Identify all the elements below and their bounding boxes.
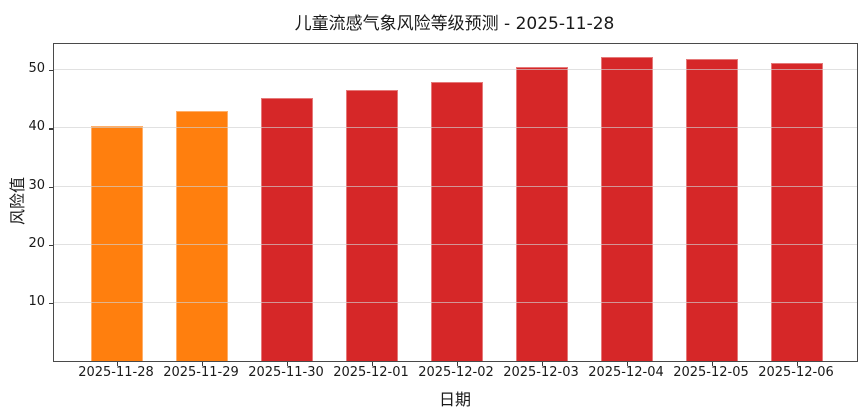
gridline bbox=[54, 69, 857, 71]
x-tick-mark bbox=[627, 362, 629, 366]
x-tick-mark bbox=[202, 362, 204, 366]
x-tick-label: 2025-12-02 bbox=[418, 365, 494, 380]
bar bbox=[176, 110, 228, 361]
y-tick-mark bbox=[49, 70, 53, 72]
y-tick-label: 50 bbox=[28, 61, 45, 77]
x-tick-label: 2025-11-30 bbox=[248, 365, 324, 380]
bar bbox=[261, 98, 313, 361]
gridline bbox=[54, 301, 857, 303]
x-tick-label: 2025-12-05 bbox=[673, 365, 749, 380]
gridline bbox=[54, 185, 857, 187]
x-axis-label: 日期 bbox=[438, 390, 472, 409]
chart-title: 儿童流感气象风险等级预测 - 2025-11-28 bbox=[294, 14, 615, 34]
x-tick-label: 2025-12-04 bbox=[588, 365, 664, 380]
y-tick-mark bbox=[49, 128, 53, 130]
bar bbox=[601, 57, 653, 361]
x-tick-mark bbox=[287, 362, 289, 366]
x-tick-mark bbox=[117, 362, 119, 366]
x-tick-label: 2025-12-06 bbox=[758, 365, 834, 380]
y-tick-label: 20 bbox=[28, 235, 45, 251]
gridline bbox=[54, 243, 857, 245]
bar bbox=[771, 62, 823, 361]
x-tick-mark bbox=[372, 362, 374, 366]
x-tick-mark bbox=[457, 362, 459, 366]
bar bbox=[91, 126, 143, 361]
x-tick-label: 2025-12-03 bbox=[503, 365, 579, 380]
x-tick-mark bbox=[712, 362, 714, 366]
bar bbox=[431, 81, 483, 361]
x-tick-label: 2025-11-28 bbox=[78, 365, 154, 380]
y-tick-mark bbox=[49, 302, 53, 305]
bar bbox=[686, 59, 738, 361]
y-tick-mark bbox=[49, 186, 53, 188]
y-tick-mark bbox=[49, 244, 53, 246]
x-tick-label: 2025-12-01 bbox=[333, 365, 409, 380]
x-tick-label: 2025-11-29 bbox=[163, 365, 239, 380]
plot-area bbox=[49, 43, 858, 366]
gridline bbox=[54, 127, 857, 129]
bar bbox=[346, 89, 398, 361]
x-tick-mark bbox=[542, 362, 544, 366]
y-tick-label: 30 bbox=[28, 177, 45, 193]
y-tick-label: 40 bbox=[28, 119, 45, 135]
bar bbox=[516, 66, 568, 361]
x-tick-mark bbox=[797, 362, 799, 366]
y-tick-label: 10 bbox=[28, 293, 45, 309]
